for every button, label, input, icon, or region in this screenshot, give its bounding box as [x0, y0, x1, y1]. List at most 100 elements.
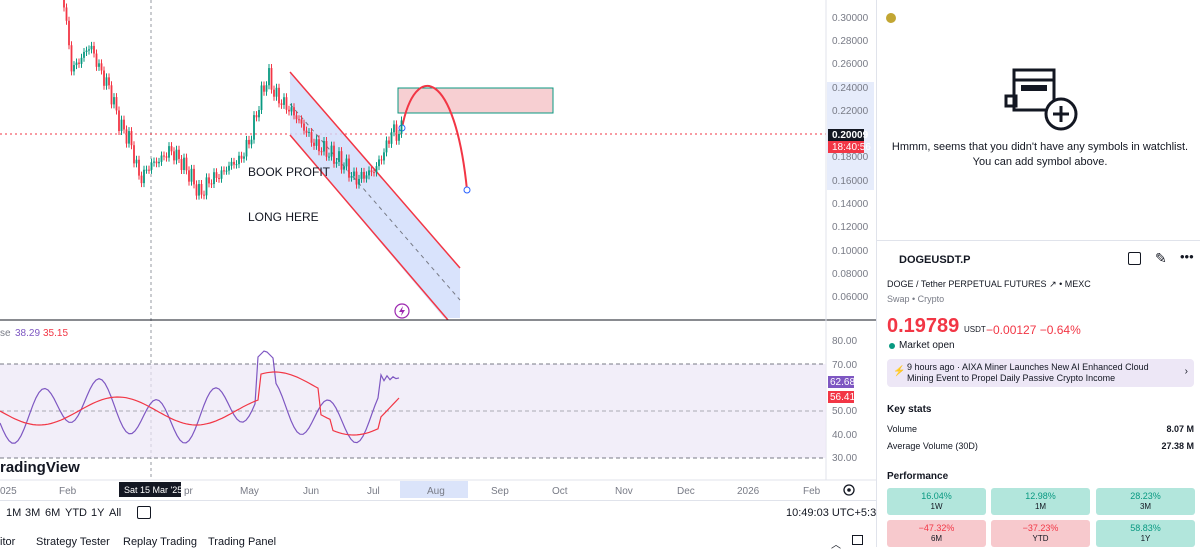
chevron-right-icon[interactable]: › — [1184, 366, 1188, 377]
maximize-icon[interactable] — [852, 535, 863, 545]
range-all-button[interactable]: All — [109, 507, 122, 519]
calendar-icon[interactable] — [137, 506, 151, 519]
external-link-icon[interactable]: ↗ — [1049, 279, 1057, 289]
candle-body — [223, 170, 225, 172]
range-1y-button[interactable]: 1Y — [91, 507, 105, 519]
candle-body — [118, 110, 120, 132]
settings-icon[interactable] — [843, 484, 855, 496]
clock[interactable]: 10:49:03 UTC+5:30 — [786, 507, 883, 519]
edit-icon[interactable]: ✎ — [1155, 250, 1167, 266]
key-stats-title: Key stats — [887, 404, 932, 415]
time-tick: May — [240, 486, 259, 497]
candle-body — [270, 68, 273, 90]
perf-3m[interactable]: 28.23% 3M — [1096, 488, 1195, 515]
candle-body — [353, 171, 355, 177]
candle-body — [105, 77, 108, 86]
candle-body — [280, 103, 283, 105]
rsi-tick: 30.00 — [832, 453, 857, 464]
candle-body — [265, 85, 268, 92]
empty-watchlist-message: Hmmm, seems that you didn't have any sym… — [891, 141, 1189, 168]
market-status-dot — [889, 343, 895, 349]
perf-6m[interactable]: −47.32% 6M — [887, 520, 986, 547]
candle-body — [363, 171, 365, 179]
chevron-down-icon[interactable]: ︿ — [831, 540, 841, 551]
candle-body — [298, 119, 300, 121]
market-status: Market open — [899, 340, 955, 351]
arc-end-handle[interactable] — [463, 186, 471, 194]
perf-1w[interactable]: 16.04% 1W — [887, 488, 986, 515]
candle-body — [343, 166, 345, 170]
price-tick: 0.16000 — [832, 176, 869, 187]
doge-logo-icon — [886, 13, 896, 23]
symbol-details: DOGEUSDT.P ✎ ••• DOGE / Tether PERPETUAL… — [877, 13, 1200, 547]
candle-body — [388, 140, 390, 144]
perf-1m[interactable]: 12.98% 1M — [991, 488, 1090, 515]
candle-body — [395, 124, 398, 141]
time-tick: Aug — [427, 486, 445, 497]
tab-replay-trading[interactable]: Replay Trading — [123, 536, 197, 548]
price-tick: 0.22000 — [832, 106, 869, 117]
candle-body — [365, 175, 368, 179]
candle-body — [160, 155, 163, 162]
candle-body — [360, 171, 363, 179]
rsi-legend-ma: 35.15 — [43, 328, 68, 339]
time-tick: Oct — [552, 486, 568, 497]
panel-separator — [877, 240, 1200, 241]
candle-body — [378, 159, 380, 167]
price-tick: 0.26000 — [832, 59, 869, 70]
candle-body — [340, 151, 343, 170]
candle-body — [188, 170, 190, 182]
candle-body — [65, 7, 68, 21]
price-unit: USDT — [964, 325, 986, 334]
symbol-name[interactable]: DOGEUSDT.P — [899, 254, 971, 266]
price-tick: 0.30000 — [832, 13, 869, 24]
candle-body — [168, 146, 170, 158]
perf-ytd[interactable]: −37.23% YTD — [991, 520, 1090, 547]
chart-area[interactable]: BOOK PROFIT LONG HERE 0.30000 0.28000 0.… — [0, 0, 876, 500]
candle-body — [128, 131, 130, 144]
price-tick: 0.06000 — [832, 292, 869, 303]
candle-body — [88, 49, 90, 51]
candle-body — [138, 159, 140, 176]
candle-body — [350, 176, 353, 178]
news-headline[interactable]: 9 hours ago · AIXA Miner Launches New AI… — [907, 362, 1149, 383]
perf-1y[interactable]: 58.83% 1Y — [1096, 520, 1195, 547]
candle-body — [113, 97, 115, 105]
symbol-price: 0.19789 — [887, 315, 960, 337]
range-ytd-button[interactable]: YTD — [65, 507, 87, 519]
candle-body — [155, 161, 158, 164]
candle-body — [325, 141, 328, 157]
price-tick: 0.18000 — [832, 152, 869, 163]
range-3m-button[interactable]: 3M — [25, 507, 41, 519]
more-icon[interactable]: ••• — [1180, 249, 1194, 264]
tab-strategy-tester[interactable]: Strategy Tester — [36, 536, 110, 548]
candle-body — [130, 131, 133, 146]
candle-body — [398, 133, 400, 141]
candle-body — [310, 132, 313, 143]
chart-canvas[interactable]: BOOK PROFIT LONG HERE 0.30000 0.28000 0.… — [0, 0, 876, 500]
candle-body — [205, 177, 208, 196]
time-tick: 2026 — [737, 486, 760, 497]
right-panel: Hmmm, seems that you didn't have any sym… — [877, 0, 1200, 547]
range-6m-button[interactable]: 6M — [45, 507, 61, 519]
candle-body — [333, 145, 335, 164]
candle-body — [323, 141, 325, 152]
candle-body — [100, 63, 103, 71]
time-tick: pr — [184, 486, 194, 497]
candle-body — [178, 149, 180, 159]
flash-icon: ⚡ — [893, 366, 906, 377]
candle-body — [75, 62, 78, 66]
tab-trading-panel[interactable]: Trading Panel — [208, 536, 277, 548]
candle-body — [225, 170, 228, 172]
candle-body — [243, 156, 245, 159]
tab-editor[interactable]: itor — [0, 536, 16, 548]
lightning-icon[interactable] — [394, 303, 410, 319]
price-tick: 0.12000 — [832, 222, 869, 233]
target-zone-box — [397, 87, 554, 114]
grid-icon[interactable] — [1128, 252, 1141, 265]
range-1m-button[interactable]: 1M — [6, 507, 22, 519]
candle-body — [370, 170, 373, 173]
news-banner[interactable]: ⚡ 9 hours ago · AIXA Miner Launches New … — [887, 359, 1194, 387]
price-change-pct: −0.64% — [1039, 323, 1081, 337]
candle-body — [335, 161, 338, 164]
